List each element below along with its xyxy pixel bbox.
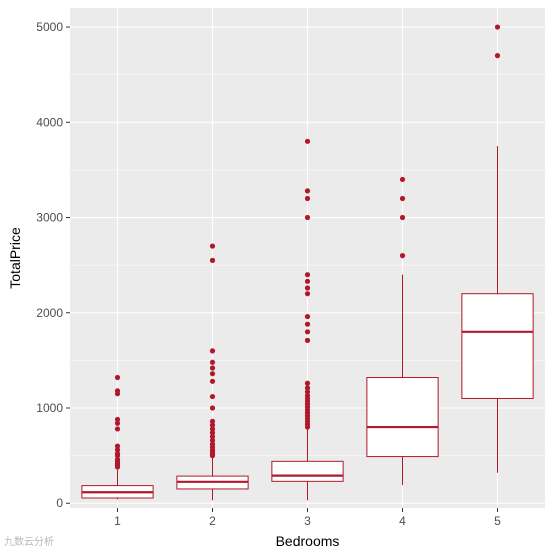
outlier-point <box>209 243 216 249</box>
outlier-point <box>209 365 216 371</box>
outlier-point <box>209 257 216 263</box>
y-tick-label: 4000 <box>36 115 63 129</box>
x-tick-label: 3 <box>304 514 311 528</box>
outlier-point <box>304 380 311 386</box>
outlier-point <box>209 437 216 443</box>
outlier-point <box>114 447 121 453</box>
outlier-point <box>304 285 311 291</box>
y-tick-label: 2000 <box>36 306 63 320</box>
x-tick-label: 2 <box>209 514 216 528</box>
y-axis-title: TotalPrice <box>7 227 23 289</box>
outlier-point <box>209 371 216 377</box>
outlier-point <box>494 53 501 59</box>
outlier-point <box>399 214 406 221</box>
outlier-point <box>494 24 501 30</box>
outlier-point <box>209 348 216 354</box>
outlier-point <box>209 422 216 428</box>
y-tick-label: 0 <box>56 496 63 510</box>
x-tick-label: 1 <box>114 514 121 528</box>
boxes-layer <box>81 24 534 501</box>
box-group-1 <box>81 374 154 500</box>
outlier-point <box>304 321 311 327</box>
outlier-point <box>209 430 216 436</box>
outlier-point <box>114 420 121 426</box>
outlier-point <box>304 214 311 221</box>
box-iqr <box>366 377 439 458</box>
outlier-point <box>399 176 406 183</box>
outlier-point <box>304 385 311 391</box>
outlier-point <box>209 433 216 440</box>
x-axis-title: Bedrooms <box>276 533 340 549</box>
watermark: 九数云分析 <box>4 537 54 548</box>
outlier-point <box>399 195 406 202</box>
box-iqr <box>461 293 534 399</box>
outlier-point <box>304 188 311 194</box>
y-axis: 0 1000 2000 3000 4000 5000 <box>36 20 70 510</box>
outlier-point <box>304 313 311 320</box>
outlier-point <box>209 359 216 365</box>
outlier-point <box>304 389 311 395</box>
outlier-point <box>304 337 311 343</box>
y-tick-label: 1000 <box>36 401 63 415</box>
outlier-point <box>304 291 311 297</box>
outlier-point <box>114 374 121 381</box>
outlier-point <box>114 426 121 432</box>
y-tick-label: 5000 <box>36 20 63 34</box>
outlier-point <box>304 272 311 278</box>
outlier-point <box>304 278 311 284</box>
outlier-point <box>209 441 216 447</box>
box-group-3 <box>271 138 344 501</box>
outlier-point <box>114 443 121 449</box>
outlier-point <box>399 253 406 259</box>
x-tick-label: 4 <box>399 514 406 528</box>
outlier-point <box>114 388 121 394</box>
outlier-point <box>209 378 216 384</box>
y-tick-label: 3000 <box>36 211 63 225</box>
outlier-point <box>114 456 121 463</box>
outlier-point <box>209 405 216 411</box>
box-group-5 <box>461 24 534 473</box>
outlier-point <box>304 138 311 144</box>
outlier-point <box>114 451 121 457</box>
outlier-point <box>209 393 216 400</box>
x-tick-label: 5 <box>494 514 501 528</box>
box-iqr <box>271 460 344 482</box>
outlier-point <box>209 418 216 424</box>
outlier-point <box>304 195 311 202</box>
outlier-point <box>304 393 311 399</box>
outlier-point <box>304 329 311 335</box>
outlier-point <box>114 416 121 423</box>
outlier-point <box>209 426 216 432</box>
box-group-4 <box>366 176 439 486</box>
x-axis: 1 2 3 4 5 <box>114 508 501 528</box>
box-group-2 <box>176 243 249 501</box>
